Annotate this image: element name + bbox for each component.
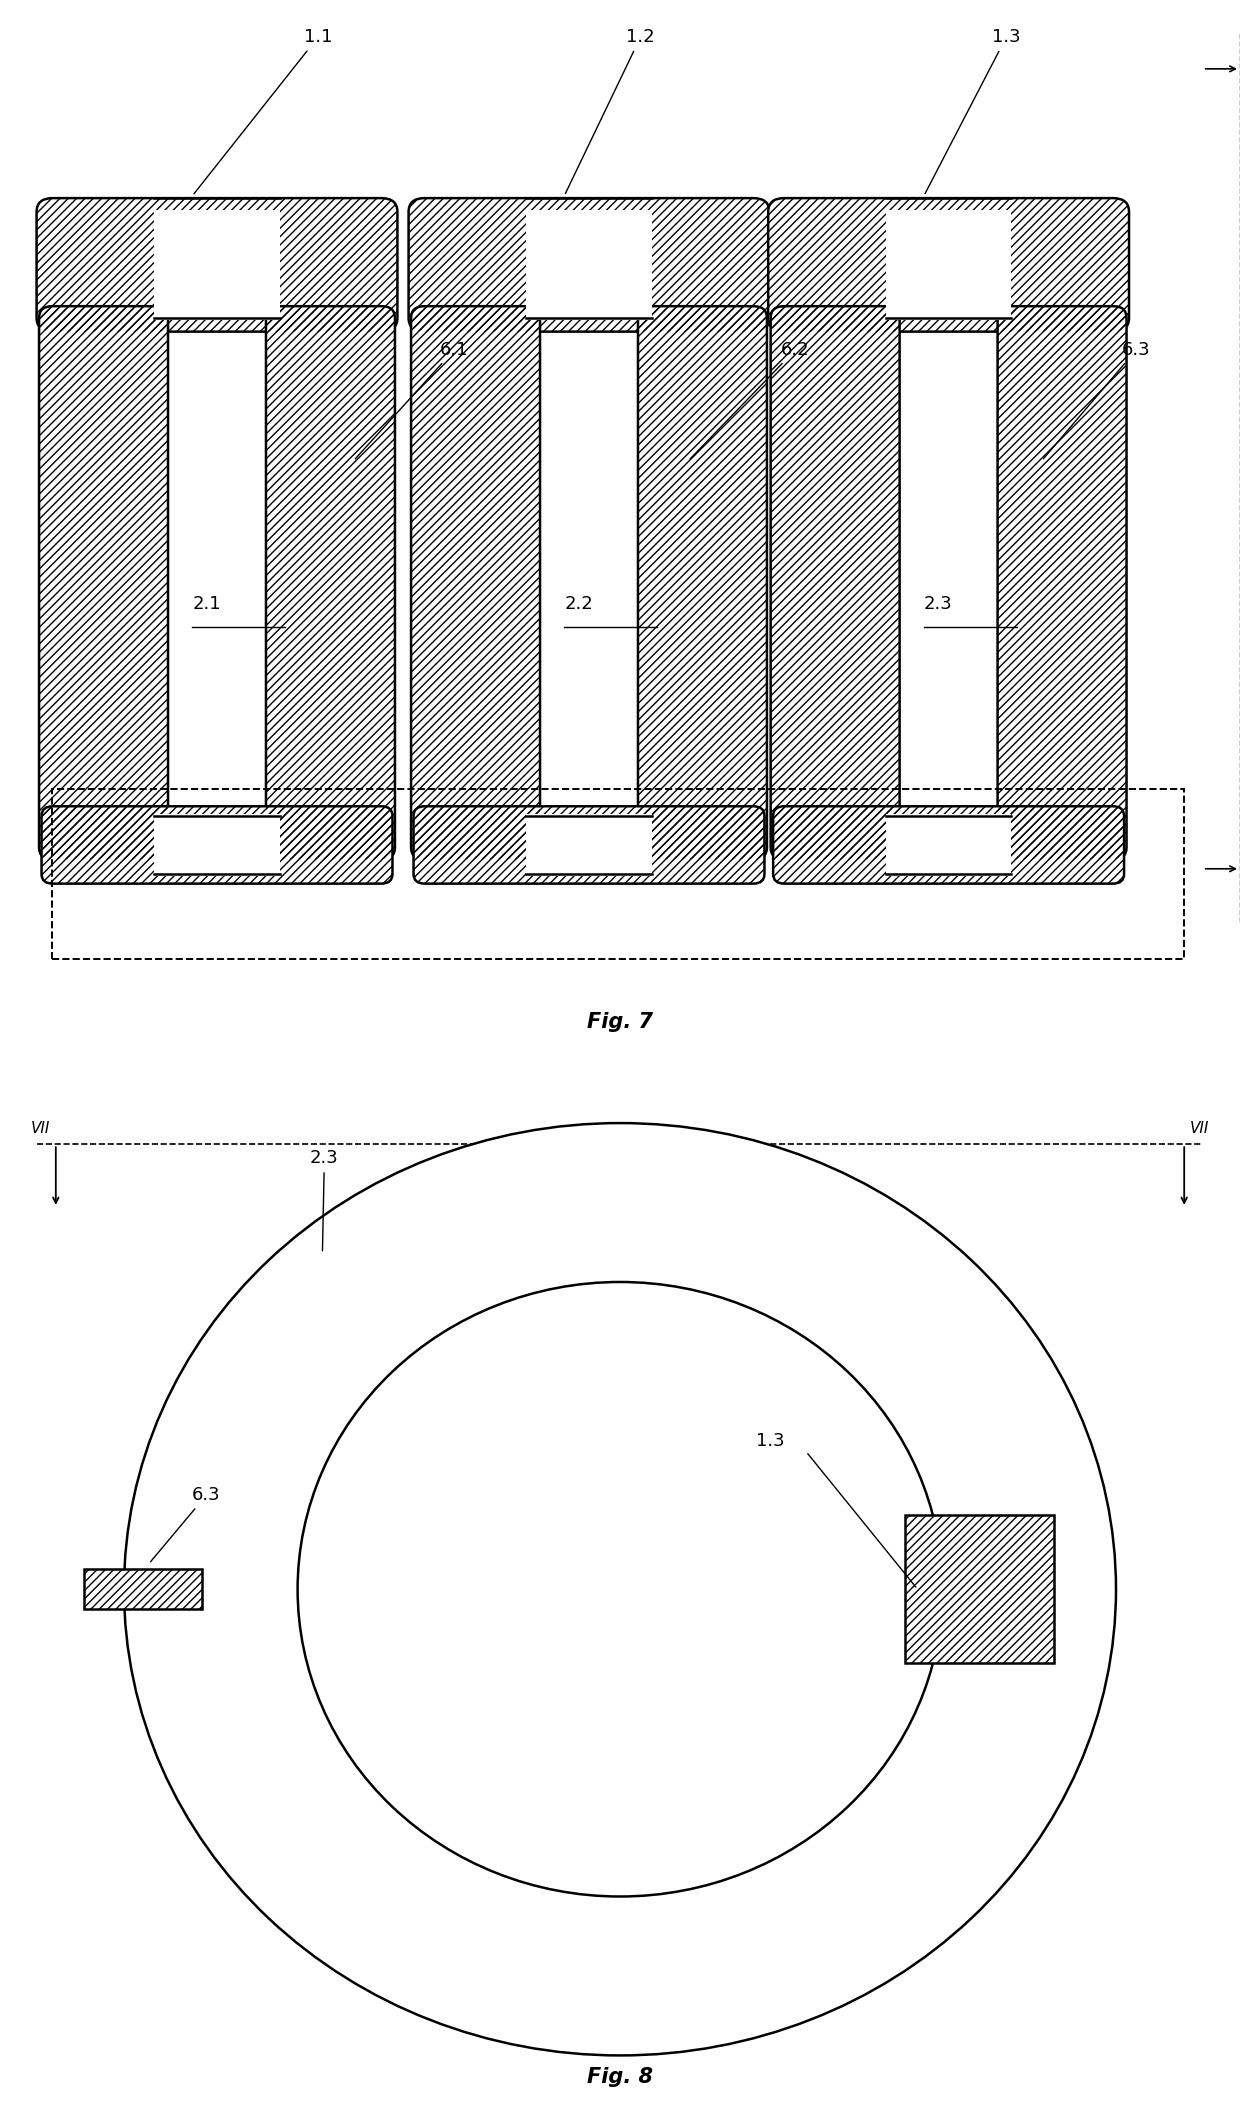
FancyBboxPatch shape: [769, 199, 1130, 333]
Bar: [84, 1568, 201, 1610]
Bar: [84, 1568, 201, 1610]
Text: 1.2: 1.2: [565, 28, 655, 193]
Bar: [154, 814, 280, 877]
Text: 2.3: 2.3: [310, 1148, 339, 1250]
Bar: [154, 210, 280, 320]
Bar: [905, 1515, 1054, 1663]
FancyBboxPatch shape: [41, 807, 392, 884]
Text: 6.1: 6.1: [356, 341, 469, 460]
Bar: [905, 1515, 1054, 1663]
FancyBboxPatch shape: [997, 305, 1126, 860]
Text: VII: VII: [31, 1121, 51, 1136]
Text: 1.1: 1.1: [193, 28, 332, 193]
Bar: [885, 814, 1012, 877]
Text: 2.2: 2.2: [564, 595, 593, 612]
Text: VII: VII: [1189, 1121, 1209, 1136]
FancyBboxPatch shape: [36, 199, 397, 333]
Text: Fig. 7: Fig. 7: [587, 1013, 653, 1032]
Bar: [526, 210, 652, 320]
Text: 2.1: 2.1: [192, 595, 221, 612]
Text: 6.2: 6.2: [691, 341, 810, 460]
FancyBboxPatch shape: [410, 305, 541, 860]
Bar: [885, 210, 1012, 320]
Text: 2.3: 2.3: [924, 595, 952, 612]
FancyBboxPatch shape: [637, 305, 766, 860]
FancyBboxPatch shape: [265, 305, 394, 860]
Text: 6.3: 6.3: [150, 1485, 221, 1562]
Text: Fig. 8: Fig. 8: [587, 2066, 653, 2087]
FancyBboxPatch shape: [408, 199, 769, 333]
Ellipse shape: [124, 1123, 1116, 2055]
Bar: [52, 790, 1184, 958]
Text: 6.3: 6.3: [1043, 341, 1151, 460]
FancyBboxPatch shape: [38, 305, 169, 860]
FancyBboxPatch shape: [774, 807, 1125, 884]
FancyBboxPatch shape: [413, 807, 764, 884]
Text: 1.3: 1.3: [756, 1432, 785, 1449]
FancyBboxPatch shape: [771, 305, 900, 860]
Bar: [526, 814, 652, 877]
Text: 1.3: 1.3: [925, 28, 1021, 193]
Ellipse shape: [298, 1282, 942, 1897]
